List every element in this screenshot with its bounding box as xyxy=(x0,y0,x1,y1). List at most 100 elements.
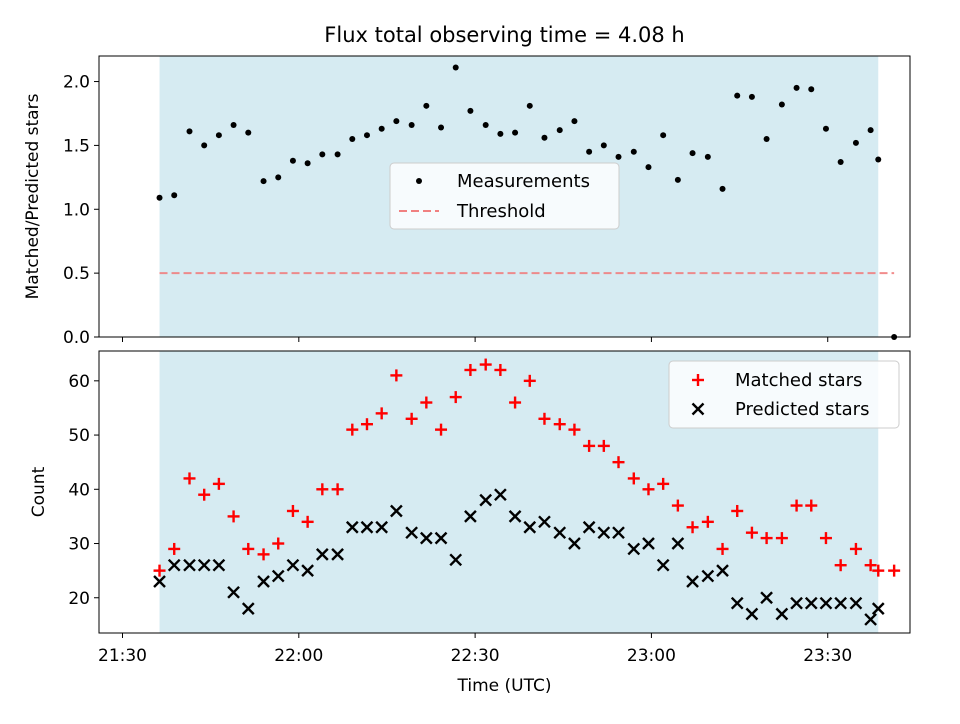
measurement-point xyxy=(600,142,607,149)
measurement-point xyxy=(215,132,222,139)
predicted-star-point xyxy=(864,613,877,626)
predicted-star-point xyxy=(345,520,359,534)
predicted-star-point xyxy=(538,515,551,529)
cross-stroke-b xyxy=(568,537,581,550)
predicted-star-point xyxy=(212,558,226,572)
matched-star-point xyxy=(805,499,818,512)
matched-star-point xyxy=(272,537,285,550)
y-tick-label: 1.0 xyxy=(63,200,90,220)
cross-stroke-b xyxy=(331,548,344,561)
cross-stroke-b xyxy=(612,526,625,540)
matched-star-points xyxy=(153,358,901,577)
matched-star-point xyxy=(834,559,847,572)
ratio-legend: Measurements Threshold xyxy=(389,162,620,230)
predicted-star-point xyxy=(390,504,403,518)
predicted-star-point xyxy=(449,553,463,567)
measurement-point xyxy=(734,92,741,99)
measurement-point xyxy=(438,124,445,131)
predicted-star-point xyxy=(494,488,507,502)
matched-star-point xyxy=(360,418,373,431)
cross-stroke-b xyxy=(864,613,877,626)
matched-star-point xyxy=(612,456,625,469)
matched-star-point xyxy=(242,542,255,555)
cross-stroke-b xyxy=(523,520,537,534)
predicted-star-point xyxy=(464,510,477,523)
matched-star-point xyxy=(464,363,477,376)
predicted-star-point xyxy=(871,602,885,615)
ratio-plot-frame xyxy=(98,55,911,338)
measurement-point xyxy=(674,176,681,183)
measurement-points xyxy=(156,64,898,340)
matched-legend-label: Matched stars xyxy=(735,370,862,391)
predicted-star-point xyxy=(508,510,522,523)
matched-legend-glyph xyxy=(692,374,704,386)
measurement-point xyxy=(704,153,711,160)
matched-star-point xyxy=(553,418,566,431)
x-tick-label: 23:30 xyxy=(803,646,852,666)
cross-stroke-b xyxy=(730,596,744,610)
predicted-star-point xyxy=(331,548,344,561)
cross-stroke-b xyxy=(197,558,211,572)
matched-star-point xyxy=(198,488,211,501)
predicted-star-point xyxy=(730,596,744,610)
measurement-point xyxy=(230,121,237,128)
matched-star-point xyxy=(405,412,418,425)
cross-stroke-b xyxy=(183,558,196,572)
cross-stroke-b xyxy=(804,596,818,610)
ratio-y-axis-label: Matched/Predicted stars xyxy=(23,93,43,299)
count-legend-box xyxy=(668,360,900,429)
cross-stroke-b xyxy=(745,607,759,621)
predicted-star-point xyxy=(315,548,329,561)
measurement-point xyxy=(586,148,593,155)
cross-stroke-b xyxy=(686,575,699,588)
matched-star-point xyxy=(346,423,359,436)
predicted-star-point xyxy=(642,537,655,550)
ratio-y-ticks: 0.0 0.5 1.0 1.5 2.0 xyxy=(63,73,99,348)
cross-stroke-b xyxy=(701,569,715,583)
cross-stroke-b xyxy=(790,596,803,610)
cross-stroke-b xyxy=(153,575,166,588)
measurement-legend-label: Measurements xyxy=(457,171,590,192)
matched-star-point xyxy=(331,483,344,496)
predicted-star-point xyxy=(612,526,625,540)
predicted-star-point xyxy=(241,602,255,615)
predicted-star-point xyxy=(257,575,270,588)
predicted-star-point xyxy=(553,526,567,540)
measurement-point xyxy=(467,107,474,114)
predicted-star-point xyxy=(716,564,729,577)
matched-star-point xyxy=(872,564,885,577)
matched-star-point xyxy=(390,369,403,382)
y-tick-label: 2.0 xyxy=(63,73,90,93)
measurement-legend-marker xyxy=(416,178,422,184)
matched-star-point xyxy=(627,472,640,485)
cross-stroke-b xyxy=(597,526,611,540)
measurement-point xyxy=(423,102,430,109)
measurement-point xyxy=(541,134,548,141)
measurement-point xyxy=(748,93,755,100)
measurement-point xyxy=(289,157,296,164)
cross-stroke-b xyxy=(390,504,403,518)
matched-star-point xyxy=(657,477,670,490)
matched-star-point xyxy=(686,521,699,534)
measurement-point xyxy=(363,132,370,139)
x-axis-label: Time (UTC) xyxy=(457,676,552,696)
cross-stroke-b xyxy=(494,488,507,502)
measurement-point xyxy=(275,174,282,181)
measurement-point xyxy=(304,160,311,167)
measurement-point xyxy=(201,142,208,149)
predicted-star-point xyxy=(167,558,181,572)
cross-stroke-b xyxy=(691,402,705,416)
y-tick-label: 50 xyxy=(68,426,90,446)
predicted-star-point xyxy=(849,596,863,610)
predicted-star-point xyxy=(405,526,418,540)
predicted-star-point xyxy=(271,569,285,583)
predicted-star-points xyxy=(153,488,885,626)
matched-star-point xyxy=(316,483,329,496)
cross-stroke-b xyxy=(553,526,567,540)
matched-star-point xyxy=(864,559,877,572)
measurement-point xyxy=(556,127,563,134)
matched-legend-marker xyxy=(692,374,704,386)
matched-star-point xyxy=(888,564,901,577)
cross-stroke-b xyxy=(315,548,329,561)
